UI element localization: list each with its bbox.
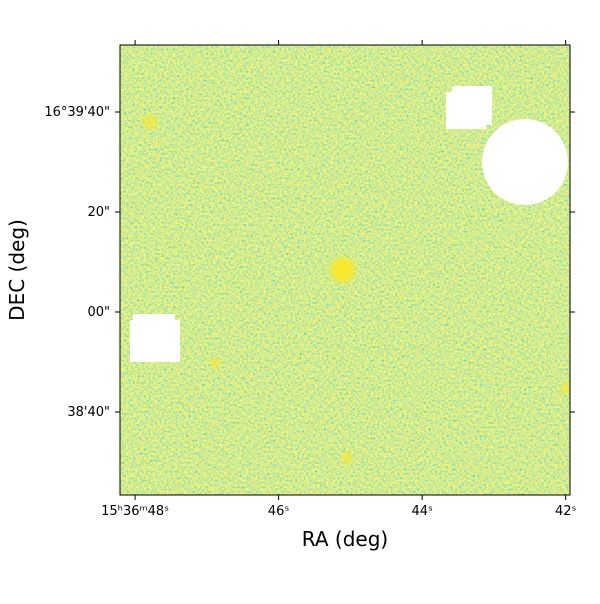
mask <box>482 119 568 205</box>
y-tick-label: 20" <box>87 205 110 220</box>
frame <box>119 44 571 496</box>
y-axis-label: DEC (deg) <box>5 219 29 321</box>
y-tick-label: 16°39'40" <box>44 105 110 120</box>
source <box>208 356 222 370</box>
y-tick-label: 00" <box>87 305 110 320</box>
x-tick-label: 44ˢ <box>411 504 433 519</box>
x-axis-label: RA (deg) <box>302 527 388 551</box>
y-tick-label: 38'40" <box>67 405 110 420</box>
source <box>327 254 359 286</box>
source <box>558 380 570 396</box>
mask <box>130 314 180 362</box>
source <box>339 450 355 466</box>
image <box>120 45 570 495</box>
x-tick-label: 46ˢ <box>268 504 290 519</box>
mask <box>446 86 492 129</box>
x-tick-label: 42ˢ <box>555 504 577 519</box>
source <box>140 112 160 132</box>
x-tick-label: 15ʰ36ᵐ48ˢ <box>101 504 169 519</box>
